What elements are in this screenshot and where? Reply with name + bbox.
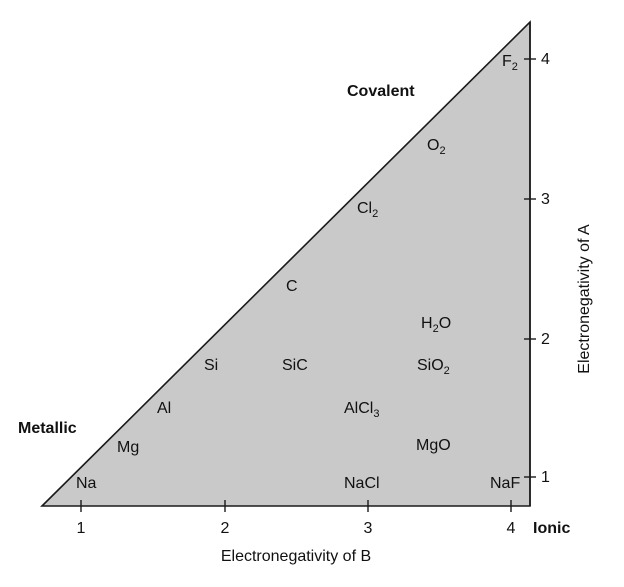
compound-base: SiC [282,357,308,374]
compound-mg: Mg [117,439,139,456]
compound-naf: NaF [490,475,520,492]
compound-subscript: 3 [373,408,379,420]
compound-h2o: H2O [421,315,451,335]
y-axis-ticks [524,58,536,478]
compound-o2: O2 [427,137,446,157]
compound-base: NaF [490,475,520,492]
compound-base: Si [204,357,218,374]
compound-base: H [421,315,433,332]
y-tick-label: 4 [541,51,550,68]
x-tick-label: 3 [364,520,373,537]
compound-tail: O [439,315,451,332]
compound-base: O [427,137,439,154]
y-tick-label: 1 [541,469,550,486]
compound-na: Na [76,475,97,492]
compound-base: NaCl [344,475,380,492]
compound-base: Mg [117,439,139,456]
compound-alcl3: AlCl3 [344,400,379,420]
compound-si: Si [204,357,218,374]
bonding-triangle [40,20,531,507]
y-tick-label: 2 [541,331,550,348]
compound-subscript: 2 [444,365,450,377]
y-axis-title: Electronegativity of A [576,224,593,374]
compound-subscript: 2 [372,208,378,220]
compound-cl2: Cl2 [357,200,378,220]
x-tick-label: 1 [77,520,86,537]
x-axis-ticks [80,500,512,512]
compound-base: SiO [417,357,444,374]
compound-al: Al [157,400,171,417]
y-tick-label: 3 [541,191,550,208]
x-tick-label: 2 [221,520,230,537]
compound-f2: F2 [502,53,518,73]
compound-subscript: 2 [433,323,439,335]
covalent-label: Covalent [347,83,415,100]
compound-c: C [286,278,298,295]
compound-subscript: 2 [439,145,445,157]
metallic-label: Metallic [18,420,77,437]
compound-base: Cl [357,200,372,217]
compound-base: C [286,278,298,295]
compound-base: MgO [416,437,451,454]
compound-nacl: NaCl [344,475,380,492]
x-axis-title: Electronegativity of B [221,548,371,565]
compound-base: Na [76,475,97,492]
compound-base: Al [157,400,171,417]
x-tick-label: 4 [507,520,516,537]
compound-mgo: MgO [416,437,451,454]
compound-base: F [502,53,512,70]
compound-base: AlCl [344,400,373,417]
ionic-label: Ionic [533,520,570,537]
compound-sic: SiC [282,357,308,374]
compound-sio2: SiO2 [417,357,450,377]
compound-subscript: 2 [512,61,518,73]
